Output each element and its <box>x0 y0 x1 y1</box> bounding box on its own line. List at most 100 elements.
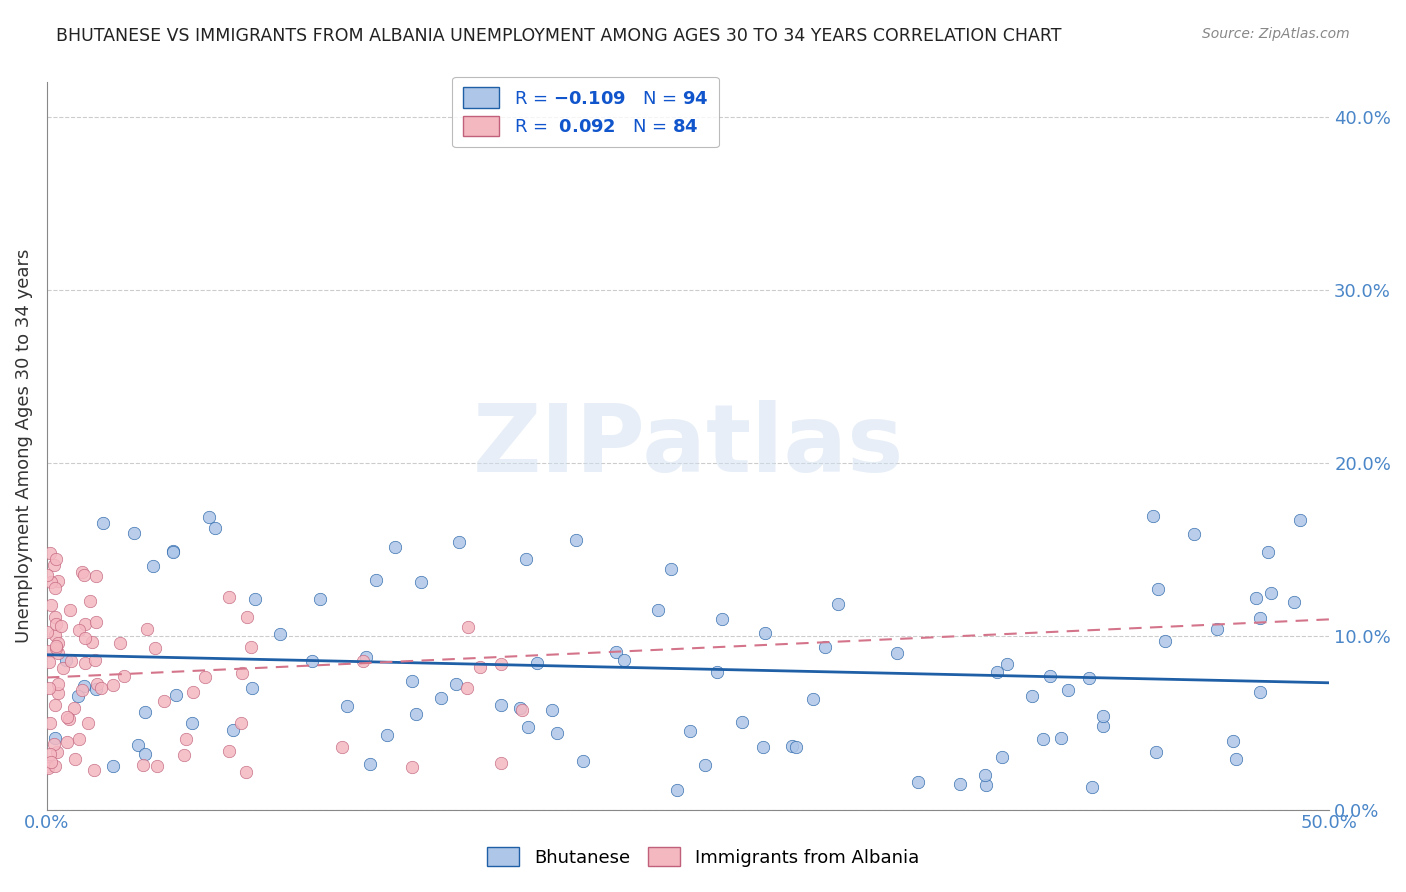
Point <box>991 749 1014 764</box>
Point <box>1249 611 1271 625</box>
Point <box>83 763 105 777</box>
Point <box>84 653 107 667</box>
Point <box>90 681 112 695</box>
Point <box>48 686 70 700</box>
Point <box>39 598 62 612</box>
Point <box>491 698 513 712</box>
Point <box>173 747 195 762</box>
Point <box>73 679 96 693</box>
Point <box>45 639 67 653</box>
Point <box>70 682 93 697</box>
Point <box>1289 513 1312 527</box>
Point <box>546 726 568 740</box>
Point <box>1078 671 1101 685</box>
Point <box>782 739 804 753</box>
Point <box>37 759 59 773</box>
Point <box>1081 780 1104 795</box>
Point <box>67 731 90 746</box>
Point <box>76 715 98 730</box>
Point <box>1205 622 1227 636</box>
Point <box>1021 690 1043 704</box>
Point <box>384 541 406 555</box>
Point <box>45 616 67 631</box>
Point <box>491 657 513 671</box>
Point <box>48 636 70 650</box>
Point <box>517 720 540 734</box>
Point <box>84 681 107 696</box>
Point <box>59 654 82 668</box>
Point <box>48 574 70 589</box>
Point <box>86 615 108 629</box>
Point <box>1244 591 1267 605</box>
Point <box>181 685 204 699</box>
Point <box>82 635 104 649</box>
Point <box>73 567 96 582</box>
Point <box>162 545 184 559</box>
Point <box>142 558 165 573</box>
Point <box>58 712 80 726</box>
Point <box>39 756 62 770</box>
Point <box>986 665 1008 679</box>
Point <box>1222 734 1244 748</box>
Point <box>37 644 59 658</box>
Point <box>39 546 62 560</box>
Point <box>136 622 159 636</box>
Point <box>49 619 72 633</box>
Point <box>1091 718 1114 732</box>
Point <box>93 516 115 531</box>
Legend: R = $\mathbf{-0.109}$   N = $\mathbf{94}$, R =  $\mathbf{0.092}$   N = $\mathbf{: R = $\mathbf{-0.109}$ N = $\mathbf{94}$,… <box>453 77 718 147</box>
Point <box>886 647 908 661</box>
Point <box>509 701 531 715</box>
Point <box>108 636 131 650</box>
Point <box>359 756 381 771</box>
Point <box>468 659 491 673</box>
Point <box>827 598 849 612</box>
Point <box>1056 683 1078 698</box>
Point <box>489 756 512 770</box>
Point <box>1249 685 1271 699</box>
Point <box>243 592 266 607</box>
Point <box>134 747 156 761</box>
Point <box>181 716 204 731</box>
Point <box>194 669 217 683</box>
Point <box>401 760 423 774</box>
Point <box>1146 582 1168 596</box>
Point <box>605 645 627 659</box>
Point <box>352 654 374 668</box>
Point <box>401 674 423 689</box>
Point <box>146 759 169 773</box>
Point <box>55 710 77 724</box>
Point <box>44 759 66 773</box>
Point <box>84 569 107 583</box>
Point <box>1050 731 1073 745</box>
Point <box>456 681 478 695</box>
Point <box>752 739 775 754</box>
Point <box>127 738 149 752</box>
Point <box>572 754 595 768</box>
Point <box>38 681 60 695</box>
Point <box>122 526 145 541</box>
Point <box>444 677 467 691</box>
Point <box>711 612 734 626</box>
Point <box>229 716 252 731</box>
Point <box>665 783 688 797</box>
Point <box>55 653 77 667</box>
Point <box>1225 752 1247 766</box>
Point <box>457 619 479 633</box>
Point <box>44 610 66 624</box>
Point <box>336 698 359 713</box>
Point <box>1032 732 1054 747</box>
Point <box>44 581 66 595</box>
Point <box>41 574 63 589</box>
Point <box>239 640 262 654</box>
Point <box>269 627 291 641</box>
Point <box>526 656 548 670</box>
Point <box>541 703 564 717</box>
Point <box>134 705 156 719</box>
Point <box>63 751 86 765</box>
Point <box>44 698 66 713</box>
Point <box>153 694 176 708</box>
Point <box>101 759 124 773</box>
Point <box>79 594 101 608</box>
Point <box>66 689 89 703</box>
